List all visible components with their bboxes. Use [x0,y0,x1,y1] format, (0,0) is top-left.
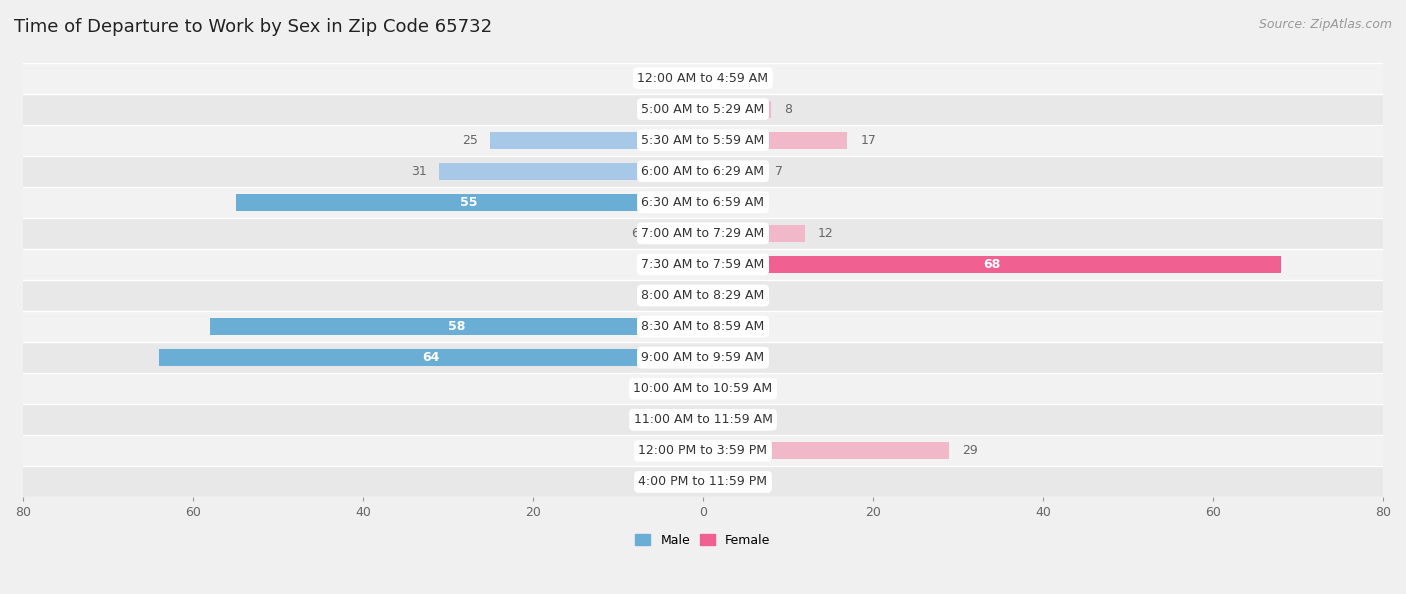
Bar [22,280,1384,311]
Bar [703,225,806,242]
Text: 10:00 AM to 10:59 AM: 10:00 AM to 10:59 AM [634,382,772,395]
Text: 0: 0 [716,351,724,364]
Text: 0: 0 [682,103,690,116]
Bar [22,218,1384,249]
Legend: Male, Female: Male, Female [630,529,776,552]
Bar [22,373,1384,405]
Bar [703,132,848,148]
Bar [22,405,1384,435]
Text: 55: 55 [461,196,478,209]
Text: 8:00 AM to 8:29 AM: 8:00 AM to 8:29 AM [641,289,765,302]
Text: 11:00 AM to 11:59 AM: 11:00 AM to 11:59 AM [634,413,772,426]
Text: 17: 17 [860,134,876,147]
Text: 0: 0 [682,444,690,457]
Bar [440,163,703,180]
Text: 2: 2 [733,320,741,333]
Bar [22,94,1384,125]
Bar [22,156,1384,187]
Text: 8:30 AM to 8:59 AM: 8:30 AM to 8:59 AM [641,320,765,333]
Bar [686,473,703,491]
Bar [22,466,1384,497]
Bar [159,349,703,366]
Text: 4: 4 [648,289,657,302]
Text: 9:00 AM to 9:59 AM: 9:00 AM to 9:59 AM [641,351,765,364]
Bar [22,311,1384,342]
Text: 4: 4 [749,196,758,209]
Text: 68: 68 [983,258,1001,271]
Text: 4: 4 [648,258,657,271]
Text: 12:00 PM to 3:59 PM: 12:00 PM to 3:59 PM [638,444,768,457]
Bar [22,62,1384,94]
Bar [703,163,762,180]
Text: 25: 25 [463,134,478,147]
Text: Source: ZipAtlas.com: Source: ZipAtlas.com [1258,18,1392,31]
Bar [703,318,720,335]
Text: 58: 58 [449,320,465,333]
Bar [703,100,770,118]
Text: 0: 0 [716,382,724,395]
Bar [703,443,949,459]
Text: 6:30 AM to 6:59 AM: 6:30 AM to 6:59 AM [641,196,765,209]
Text: 4: 4 [749,71,758,84]
Bar [703,69,737,87]
Text: 64: 64 [422,351,440,364]
Bar [669,287,703,304]
Text: 6: 6 [631,227,640,240]
Text: 4:00 PM to 11:59 PM: 4:00 PM to 11:59 PM [638,475,768,488]
Bar [669,256,703,273]
Text: 7:30 AM to 7:59 AM: 7:30 AM to 7:59 AM [641,258,765,271]
Text: 12:00 AM to 4:59 AM: 12:00 AM to 4:59 AM [637,71,769,84]
Text: 0: 0 [716,475,724,488]
Text: 6:00 AM to 6:29 AM: 6:00 AM to 6:29 AM [641,165,765,178]
Text: 0: 0 [716,413,724,426]
Text: Time of Departure to Work by Sex in Zip Code 65732: Time of Departure to Work by Sex in Zip … [14,18,492,36]
Bar [235,194,703,211]
Bar [22,435,1384,466]
Text: 29: 29 [962,444,979,457]
Bar [491,132,703,148]
Text: 5:00 AM to 5:29 AM: 5:00 AM to 5:29 AM [641,103,765,116]
Text: 2: 2 [665,475,673,488]
Bar [703,194,737,211]
Bar [22,187,1384,218]
Text: 7:00 AM to 7:29 AM: 7:00 AM to 7:29 AM [641,227,765,240]
Text: 7: 7 [775,165,783,178]
Text: 0: 0 [682,413,690,426]
Text: 12: 12 [818,227,834,240]
Text: 5:30 AM to 5:59 AM: 5:30 AM to 5:59 AM [641,134,765,147]
Text: 31: 31 [411,165,427,178]
Bar [209,318,703,335]
Bar [22,342,1384,373]
Bar [22,125,1384,156]
Bar [652,225,703,242]
Text: 8: 8 [783,103,792,116]
Text: 0: 0 [716,289,724,302]
Text: 0: 0 [682,71,690,84]
Bar [703,256,1281,273]
Text: 0: 0 [682,382,690,395]
Bar [22,249,1384,280]
